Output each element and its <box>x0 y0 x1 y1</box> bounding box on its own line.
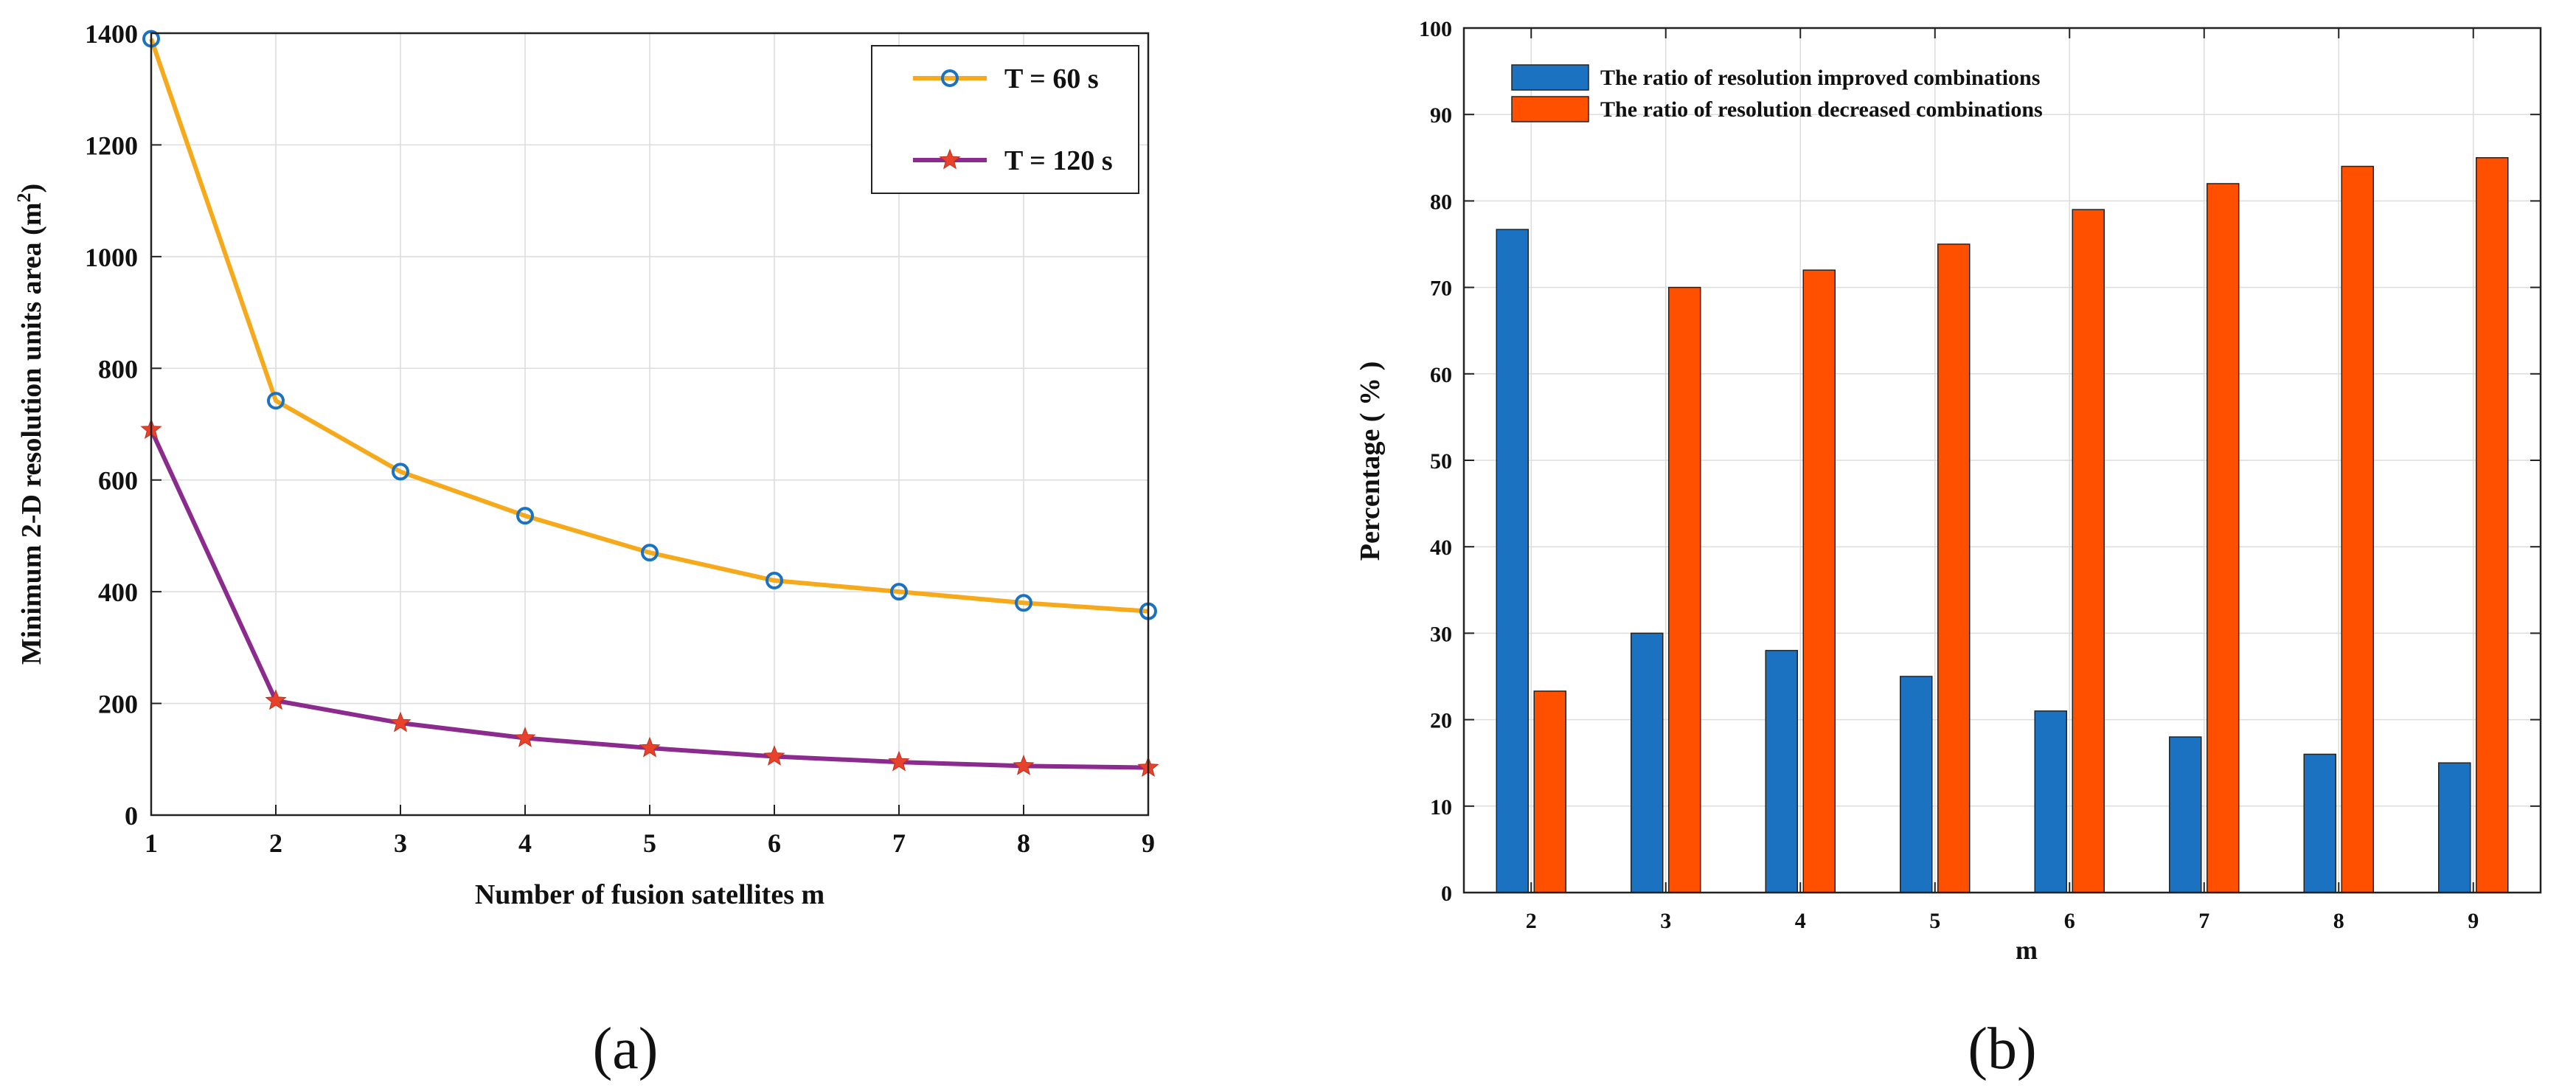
chart-a-legend-box <box>871 45 1139 194</box>
data-point-t120 <box>389 711 412 732</box>
chart-b-y-tick-label: 70 <box>1430 277 1452 301</box>
chart-b-y-tick-label: 0 <box>1441 882 1452 906</box>
chart-a-y-tick-label: 800 <box>98 354 138 384</box>
chart-a: 0 200 400 600 800 1000 1200 1400 1 2 3 4 5 6 7 8 9 Numb… <box>13 19 1159 1081</box>
chart-a-x-tick-label: 2 <box>269 828 282 858</box>
data-point-t120 <box>514 727 536 747</box>
legend-label-t60: T = 60 s <box>1004 63 1099 94</box>
chart-b-y-tick-label: 50 <box>1430 449 1452 474</box>
legend-label-improved: The ratio of resolution improved combina… <box>1600 66 2040 90</box>
chart-b-y-tick-label: 100 <box>1419 17 1452 41</box>
chart-b-x-tick-label: 4 <box>1795 909 1806 933</box>
legend-label-t120: T = 120 s <box>1004 145 1113 176</box>
bar-decreased <box>1802 269 1836 893</box>
chart-b-y-axis-title: Percentage ( % ) <box>1355 361 1386 561</box>
chart-b-x-axis-title: m <box>2016 935 2038 965</box>
data-point-t60 <box>890 583 908 601</box>
chart-b-x-tick-label: 5 <box>1929 909 1940 933</box>
chart-a-x-tick-label: 9 <box>1142 828 1155 858</box>
chart-b-y-tick-label: 60 <box>1430 363 1452 387</box>
chart-b-legend: The ratio of resolution improved combina… <box>1511 64 2043 122</box>
bar-decreased <box>1533 690 1566 893</box>
chart-b-x-tick-label: 6 <box>2064 909 2075 933</box>
legend-swatch-improved <box>1511 64 1589 91</box>
panel-label-a: (a) <box>593 1016 659 1081</box>
chart-a-x-tick-label: 1 <box>145 828 158 858</box>
bar-improved <box>2303 753 2336 893</box>
bar-improved <box>1765 650 1798 893</box>
data-point-t60 <box>392 463 409 481</box>
chart-a-x-tick-label: 6 <box>768 828 781 858</box>
bar-decreased <box>1937 243 1971 893</box>
series-line-t60 <box>149 38 1149 614</box>
bar-improved <box>1631 632 1664 893</box>
data-point-t60 <box>1015 594 1032 612</box>
chart-b-y-tick-label: 80 <box>1430 190 1452 214</box>
chart-a-x-tick-label: 5 <box>643 828 656 858</box>
chart-b-x-tick-label: 3 <box>1660 909 1671 933</box>
data-point-t60 <box>641 544 659 562</box>
bar-improved <box>1900 676 1933 893</box>
chart-b-x-tick-label: 2 <box>1526 909 1537 933</box>
chart-b-bars <box>1496 157 2509 893</box>
bar-decreased <box>1668 286 1701 893</box>
chart-b-x-tick-label: 7 <box>2198 909 2209 933</box>
legend-label-decreased: The ratio of resolution decreased combin… <box>1600 97 2043 122</box>
chart-b: 0 10 20 30 40 50 60 70 80 90 100 2 3 4 5 6 7 8 9 m Percen… <box>1355 17 2542 1081</box>
chart-a-y-tick-label: 400 <box>98 578 138 607</box>
chart-a-x-tick-label: 4 <box>518 828 532 858</box>
legend-swatch-decreased <box>1511 96 1589 122</box>
chart-b-y-tick-label: 20 <box>1430 709 1452 733</box>
data-point-t60 <box>267 392 285 410</box>
bar-improved <box>2034 710 2067 893</box>
chart-a-x-tick-label: 7 <box>892 828 906 858</box>
chart-a-x-tick-label: 8 <box>1017 828 1030 858</box>
data-point-t60 <box>765 572 783 589</box>
data-point-t60 <box>516 507 534 525</box>
bar-improved <box>1496 229 1529 893</box>
chart-b-y-tick-label: 10 <box>1430 795 1452 820</box>
chart-a-y-tick-label: 1200 <box>85 131 138 160</box>
chart-b-y-tick-label: 40 <box>1430 536 1452 560</box>
data-point-t120 <box>1013 755 1035 775</box>
bar-decreased <box>2341 165 2374 893</box>
legend-marker-t120 <box>939 148 961 170</box>
data-point-t120 <box>265 689 287 710</box>
chart-a-y-tick-label: 200 <box>98 690 138 719</box>
chart-a-x-ticks: 1 2 3 4 5 6 7 8 9 <box>145 805 1155 858</box>
chart-a-x-axis-title: Number of fusion satellites m <box>475 879 824 910</box>
chart-a-legend: T = 60 s T = 120 s <box>871 45 1139 194</box>
chart-b-y-tick-label: 30 <box>1430 622 1452 646</box>
chart-b-y-ticks: 0 10 20 30 40 50 60 70 80 90 100 <box>1419 17 2541 906</box>
bar-improved <box>2169 736 2202 893</box>
chart-a-y-tick-label: 600 <box>98 466 138 496</box>
chart-a-y-ticks: 0 200 400 600 800 1000 1200 1400 <box>85 19 162 831</box>
bar-decreased <box>2072 209 2105 893</box>
chart-b-x-tick-label: 8 <box>2333 909 2344 933</box>
panel-label-b: (b) <box>1968 1016 2036 1081</box>
chart-a-y-tick-label: 1000 <box>85 243 138 272</box>
data-point-t120 <box>763 745 785 766</box>
chart-b-y-tick-label: 90 <box>1430 103 1452 128</box>
bar-decreased <box>2476 157 2509 893</box>
bar-decreased <box>2207 183 2240 893</box>
chart-a-y-tick-label: 1400 <box>85 19 138 49</box>
data-point-t120 <box>639 736 661 758</box>
chart-b-x-ticks: 2 3 4 5 6 7 8 9 <box>1526 28 2479 933</box>
chart-a-x-tick-label: 3 <box>394 828 407 858</box>
chart-a-y-axis-title: Minimum 2-D resolution units area (m2) <box>13 184 48 665</box>
legend-marker-t60 <box>941 69 959 87</box>
chart-b-x-tick-label: 9 <box>2468 909 2479 933</box>
chart-a-y-tick-label: 0 <box>125 801 138 831</box>
bar-improved <box>2438 762 2471 893</box>
data-point-t120 <box>888 750 910 772</box>
